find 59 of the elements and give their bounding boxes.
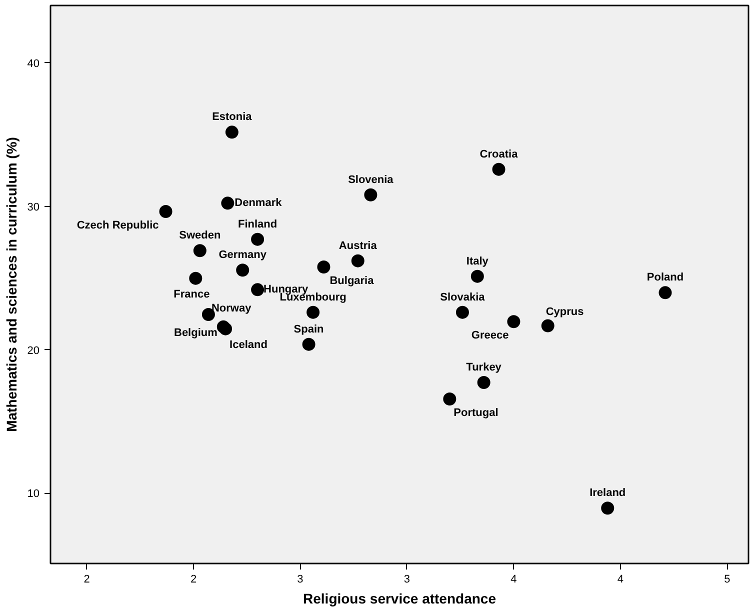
x-tick-label: 4 (617, 574, 624, 586)
point (443, 392, 456, 406)
annotation: Italy (466, 255, 490, 268)
x-tick-label: 2 (84, 574, 90, 586)
annotation: Greece (471, 330, 509, 342)
point (251, 232, 264, 246)
point (351, 254, 364, 268)
annotation: France (174, 288, 210, 300)
annotation: Estonia (212, 111, 253, 124)
annotation: Slovakia (440, 291, 486, 304)
point (477, 376, 490, 389)
point (658, 286, 672, 300)
point (159, 205, 172, 218)
point (492, 162, 506, 176)
point (317, 260, 330, 274)
point (470, 270, 484, 283)
annotation: Denmark (234, 197, 283, 210)
y-tick-label: 10 (27, 488, 40, 500)
annotation: Belgium (174, 326, 218, 339)
annotation: Iceland (230, 338, 268, 351)
annotation: Czech Republic (76, 219, 159, 232)
point (507, 315, 520, 328)
y-tick-label: 40 (27, 58, 40, 70)
y-tick-label: 30 (27, 201, 40, 214)
point (541, 319, 554, 332)
point (219, 322, 232, 336)
annotation: Cyprus (546, 306, 584, 318)
y-tick-label: 20 (27, 344, 40, 357)
point (236, 264, 250, 277)
point (221, 196, 234, 210)
annotation: Portugal (454, 406, 498, 419)
x-axis-title: Religious service attendance (303, 590, 496, 606)
point (225, 126, 238, 139)
point (251, 283, 264, 296)
x-tick-label: 2 (190, 574, 197, 586)
point (364, 188, 378, 202)
annotation: Spain (294, 323, 324, 336)
annotation: Finland (238, 218, 278, 230)
annotation: Germany (218, 249, 268, 262)
annotation: Turkey (466, 361, 502, 374)
x-tick-label: 3 (297, 574, 304, 586)
annotation: Norway (211, 302, 252, 314)
point (302, 338, 316, 351)
point (456, 306, 469, 319)
y-axis-title: Mathematics and sciences in curriculum (%) (3, 137, 20, 432)
x-tick-label: 3 (404, 574, 410, 586)
annotation: Croatia (480, 148, 519, 160)
annotation: Slovenia (348, 174, 394, 186)
x-tick-label: 5 (724, 574, 730, 586)
point (306, 306, 320, 319)
annotation: Ireland (590, 487, 626, 500)
point (193, 244, 206, 258)
annotation: Sweden (179, 230, 221, 242)
point (601, 502, 614, 515)
annotation: Poland (646, 272, 684, 284)
annotation: Austria (338, 240, 378, 252)
point (189, 272, 202, 285)
annotation: Bulgaria (330, 275, 375, 287)
x-tick-label: 4 (510, 574, 517, 586)
